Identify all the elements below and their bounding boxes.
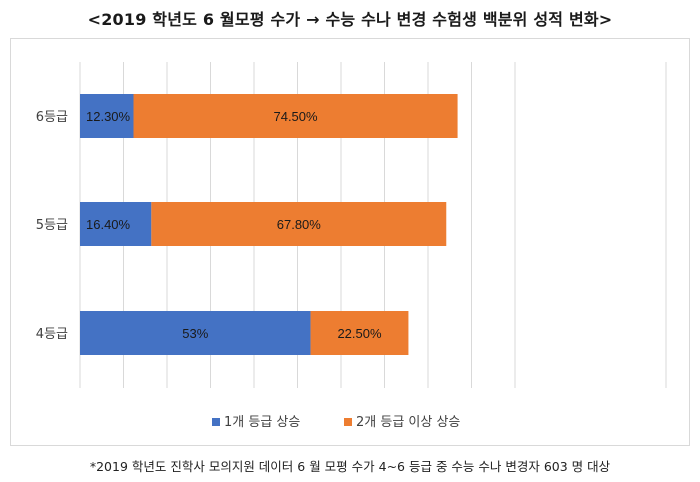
bar-2-3 [310,311,409,355]
bar-1-1 [80,94,134,138]
legend-swatch-2 [344,418,352,426]
data-label: 53% [182,326,208,341]
data-label: 16.40% [86,217,131,232]
footnote: *2019 학년도 진학사 모의지원 데이터 6 월 모평 수가 4~6 등급 … [89,459,611,474]
category-label: 6등급 [36,110,68,125]
data-label: 12.30% [86,109,131,124]
chart-title: <2019 학년도 6 월모평 수가 → 수능 수나 변경 수험생 백분위 성적… [87,10,613,29]
bar-1-3 [80,311,311,355]
legend-label-2: 2개 등급 이상 상승 [356,415,460,430]
legend-label-1: 1개 등급 상승 [224,415,300,430]
data-label: 74.50% [273,109,318,124]
bar-1-2 [80,202,152,246]
category-label: 4등급 [36,327,68,342]
category-label: 5등급 [36,218,68,233]
data-label: 67.80% [277,217,322,232]
bar-2-2 [151,202,447,246]
bar-2-1 [133,94,458,138]
data-label: 22.50% [337,326,382,341]
legend-swatch-1 [212,418,220,426]
